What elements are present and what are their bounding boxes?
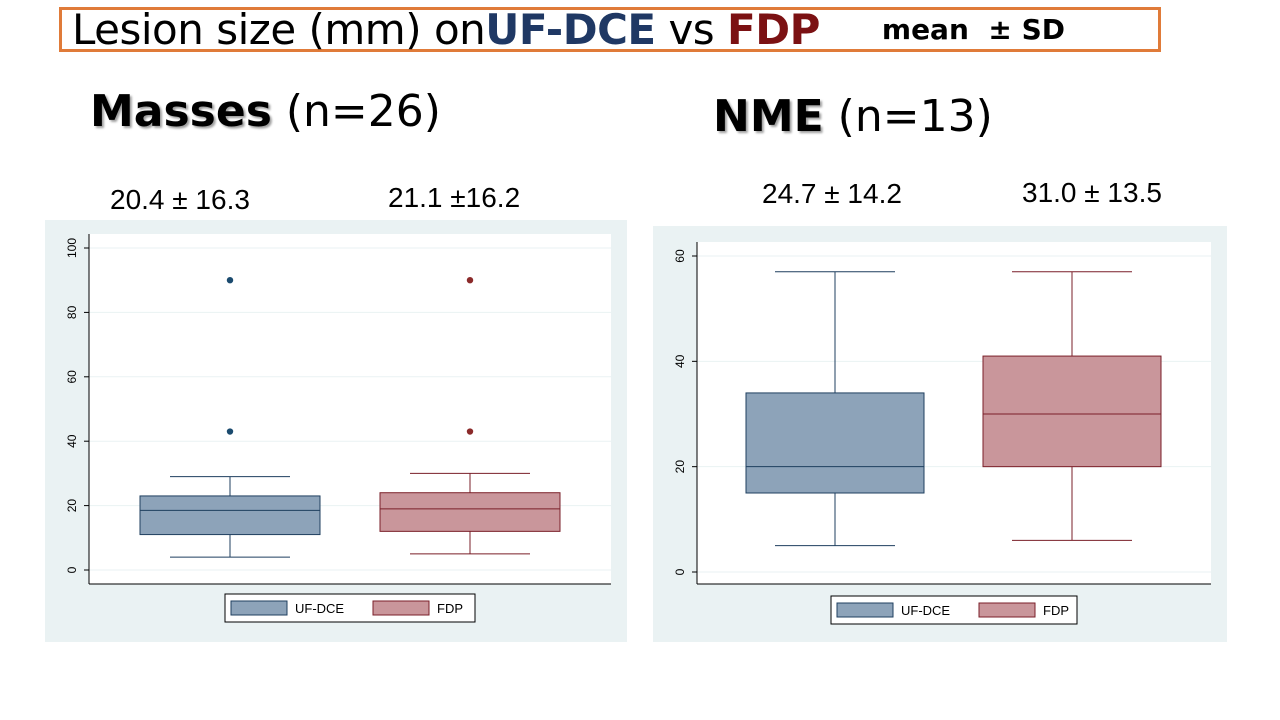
masses-name: Masses [90,86,272,137]
legend-swatch [230,600,288,616]
fdp-box [982,355,1162,468]
y-tick-label: 100 [65,238,79,258]
masses-n-label: (n=26) [271,86,441,137]
fdp-outlier [466,428,474,435]
y-tick-label: 20 [65,499,79,513]
nme-stat-fdp: 31.0 ± 13.5 [1022,177,1162,208]
y-tick-label: 60 [673,249,687,263]
legend-label: UF-DCE [295,601,344,616]
y-tick-label: 20 [673,460,687,474]
title-method-a: UF-DCE [485,4,656,54]
slide-title: Lesion size (mm) on UF-DCE vs FDP mean ±… [59,7,1161,52]
nme-stat-uf: 24.7 ± 14.2 [762,178,902,209]
masses-heading: Masses (n=26) [90,86,441,137]
uf-dce-outlier [226,277,234,284]
title-subtitle: mean ± SD [881,13,1065,46]
masses-chart-panel: 0 20 40 60 80 100 UF-DCE FDP [45,220,627,642]
nme-name: NME [713,91,824,142]
nme-boxplot: 0 20 40 60 UF-DCE FDP [673,242,1211,625]
title-method-b: FDP [727,4,820,54]
nme-heading: NME (n=13) [713,91,993,142]
legend-swatch [372,600,430,616]
legend-label: UF-DCE [901,603,950,618]
uf-dce-outlier [226,428,234,435]
nme-n-label: (n=13) [823,91,993,142]
y-tick-label: 0 [65,566,79,573]
title-prefix: Lesion size (mm) on [72,4,486,54]
masses-stat-fdp: 21.1 ±16.2 [388,182,521,213]
fdp-outlier [466,277,474,284]
y-tick-label: 60 [65,370,79,384]
y-tick-label: 0 [673,568,687,575]
uf-dce-box [139,495,321,536]
masses-boxplot: 0 20 40 60 80 100 UF-DCE FDP [65,234,611,623]
uf-dce-box [745,392,925,494]
legend-label: FDP [437,601,463,616]
title-vs: vs [655,4,728,54]
legend-swatch [836,602,894,618]
fdp-box [379,492,561,532]
y-tick-label: 80 [65,305,79,319]
legend-label: FDP [1043,603,1069,618]
y-tick-label: 40 [673,354,687,368]
nme-chart-panel: 0 20 40 60 UF-DCE FDP [653,226,1227,642]
y-tick-label: 40 [65,434,79,448]
legend-swatch [978,602,1036,618]
masses-stat-uf: 20.4 ± 16.3 [110,184,250,215]
